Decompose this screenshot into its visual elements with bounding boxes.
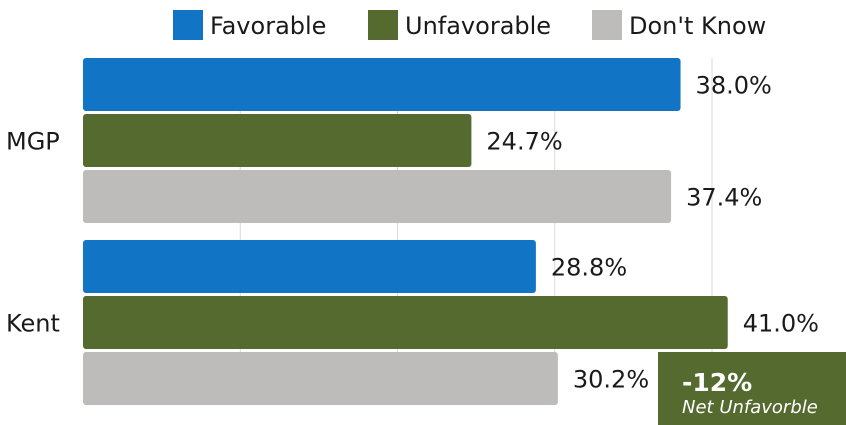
value-label-kent-unfavorable: 41.0% bbox=[743, 310, 819, 338]
bar-mgp-unfavorable bbox=[83, 114, 472, 167]
category-label-kent: Kent bbox=[6, 310, 60, 338]
callout-value: -12% bbox=[682, 368, 752, 397]
value-label-mgp-don-t-know: 37.4% bbox=[686, 184, 762, 212]
callout-box bbox=[658, 352, 846, 425]
legend-label-unfavorable: Unfavorable bbox=[405, 12, 551, 40]
bar-kent-favorable bbox=[83, 240, 536, 293]
category-labels: MGP Kent bbox=[6, 128, 60, 338]
value-label-kent-favorable: 28.8% bbox=[551, 254, 627, 282]
legend-label-don-t-know: Don't Know bbox=[629, 12, 766, 40]
bar-kent-unfavorable bbox=[83, 296, 728, 349]
value-label-mgp-unfavorable: 24.7% bbox=[486, 128, 562, 156]
bar-mgp-favorable bbox=[83, 58, 681, 111]
legend-swatch-unfavorable bbox=[368, 10, 398, 40]
bars bbox=[83, 58, 728, 405]
category-label-mgp: MGP bbox=[6, 128, 60, 156]
value-label-mgp-favorable: 38.0% bbox=[696, 72, 772, 100]
bar-kent-don-t-know bbox=[83, 352, 558, 405]
callout-text: Net Unfavorble bbox=[682, 397, 818, 418]
legend-swatch-favorable bbox=[173, 10, 203, 40]
legend: Favorable Unfavorable Don't Know bbox=[173, 10, 766, 40]
net-callout: -12%Net Unfavorble bbox=[658, 352, 846, 425]
value-labels: 38.0% 24.7% 37.4% 28.8% 41.0% 30.2% bbox=[486, 72, 819, 394]
bar-mgp-don-t-know bbox=[83, 170, 672, 223]
legend-swatch-don-t-know bbox=[592, 10, 622, 40]
legend-label-favorable: Favorable bbox=[210, 12, 326, 40]
value-label-kent-don-t-know: 30.2% bbox=[573, 366, 649, 394]
